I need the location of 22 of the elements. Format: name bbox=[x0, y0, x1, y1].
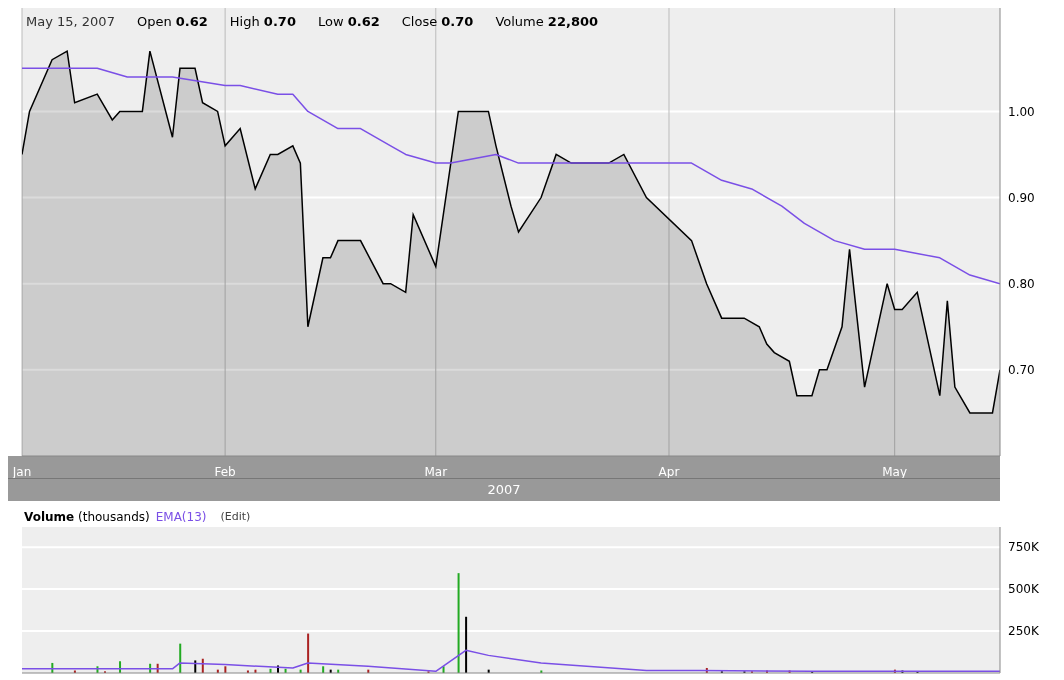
x-tick-label: May bbox=[882, 465, 908, 479]
text: EMA(13) bbox=[155, 509, 207, 526]
annotation: May 15, 2007 bbox=[26, 14, 115, 29]
y-tick-label: 1.00 bbox=[1008, 104, 1035, 119]
x-tick-label: Jan bbox=[11, 465, 32, 479]
annotation: Open 0.62 bbox=[136, 14, 208, 29]
annotation: Volume 22,800 bbox=[495, 14, 599, 29]
y-tick-label: 0.80 bbox=[1008, 276, 1035, 291]
annotation: Close 0.70 bbox=[401, 14, 474, 29]
y-tick-label: 750K bbox=[1008, 540, 1040, 555]
y-tick-label: 250K bbox=[1008, 624, 1040, 639]
y-tick-label: 0.70 bbox=[1008, 363, 1035, 378]
y-tick-label: 500K bbox=[1008, 582, 1040, 597]
x-tick-label: Apr bbox=[658, 465, 680, 479]
text: (Edit) bbox=[220, 509, 251, 525]
x-tick-label: Mar bbox=[424, 465, 448, 479]
x-tick-label: Feb bbox=[214, 465, 236, 479]
y-tick-label: 0.90 bbox=[1008, 190, 1035, 205]
x-axis-title: 2007 bbox=[8, 478, 1000, 501]
annotation: High 0.70 bbox=[229, 14, 296, 29]
annotation: Low 0.62 bbox=[317, 14, 380, 29]
chart-title: Volume (thousands) bbox=[24, 509, 150, 526]
